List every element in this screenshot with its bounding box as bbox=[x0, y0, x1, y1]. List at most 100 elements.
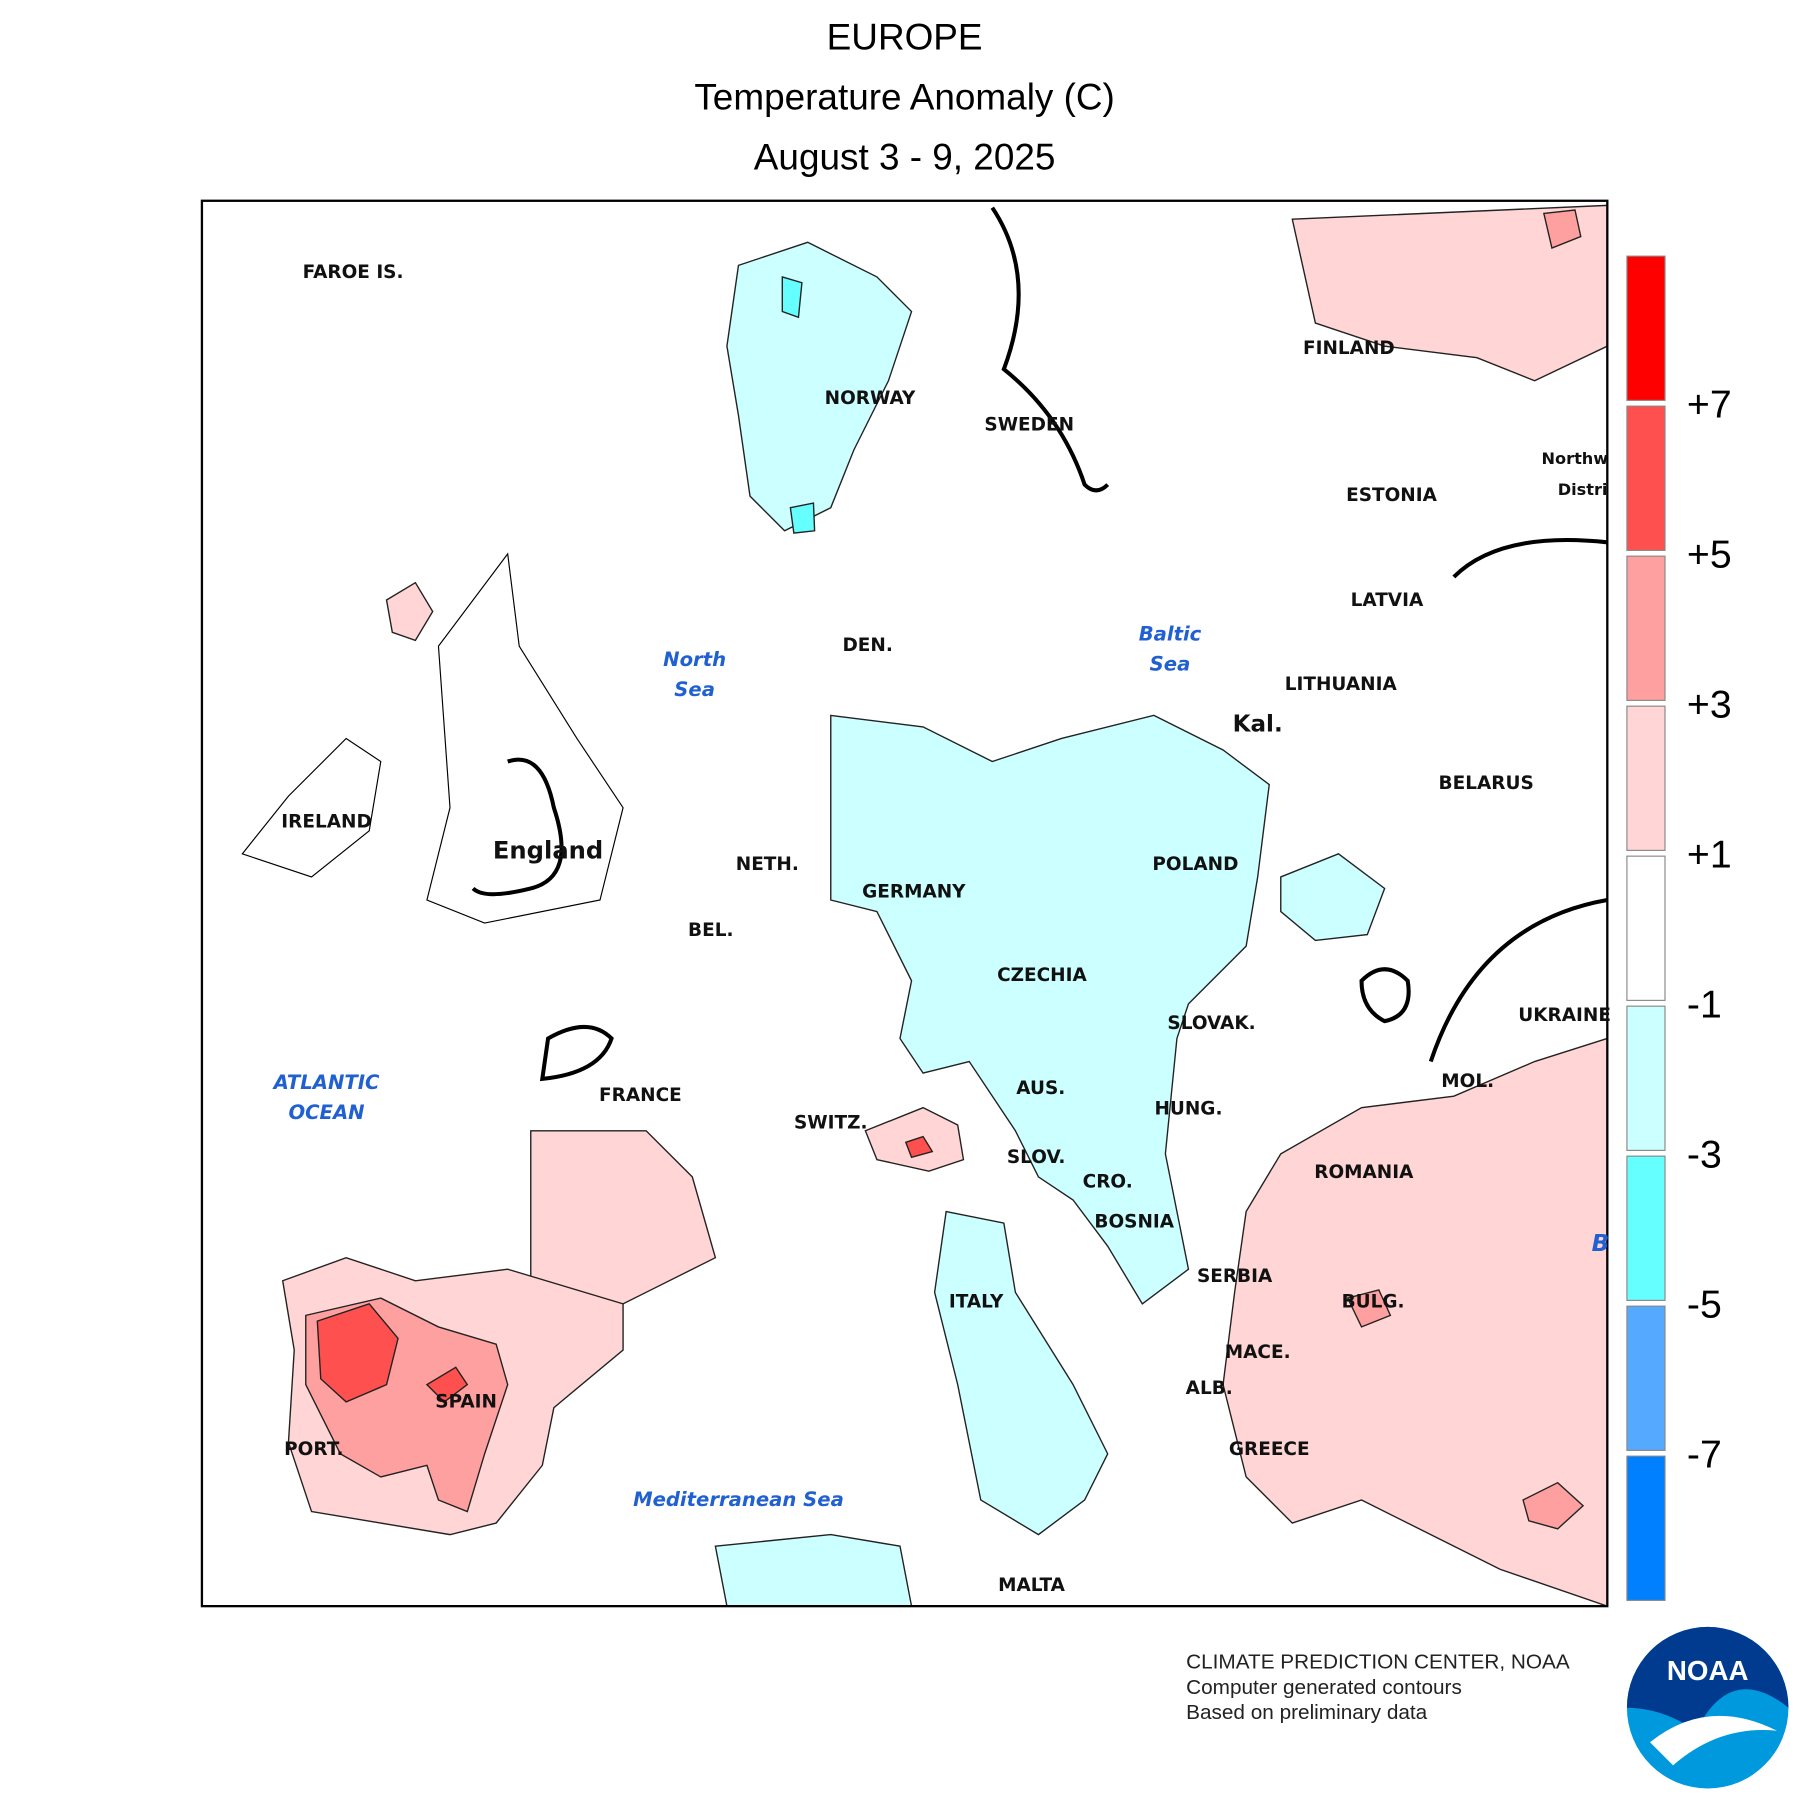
zero-contour bbox=[539, 1025, 614, 1082]
map-label: NORWAY bbox=[825, 388, 916, 409]
anomaly-area bbox=[789, 502, 816, 534]
legend-label: -7 bbox=[1687, 1433, 1722, 1477]
map-label: HUNG. bbox=[1154, 1099, 1222, 1120]
sea-label: North bbox=[663, 648, 726, 671]
map-label: GERMANY bbox=[862, 882, 966, 903]
sea-label: Sea bbox=[1150, 652, 1191, 675]
legend-swatch bbox=[1626, 1305, 1666, 1451]
legend-swatch bbox=[1626, 255, 1666, 401]
map-label: PORT. bbox=[284, 1439, 343, 1460]
map-label: GREECE bbox=[1229, 1439, 1310, 1460]
date: August 3 - 9, 2025 bbox=[754, 137, 1056, 178]
zero-contour bbox=[1428, 898, 1608, 1063]
legend-label: +5 bbox=[1687, 533, 1732, 577]
anomaly-area bbox=[1280, 853, 1386, 942]
legend-label: +3 bbox=[1687, 683, 1732, 727]
logo-top bbox=[1626, 1626, 1789, 1731]
anomaly-area bbox=[781, 275, 803, 319]
map-label: POLAND bbox=[1152, 854, 1238, 875]
map-label: Kal. bbox=[1233, 712, 1283, 738]
anomaly-area bbox=[1346, 1289, 1392, 1328]
map-label: SWEDEN bbox=[984, 414, 1074, 435]
map-label: IRELAND bbox=[281, 811, 371, 832]
map-label: MALTA bbox=[998, 1575, 1066, 1596]
anomaly-area bbox=[726, 241, 913, 532]
anomaly-area bbox=[933, 1210, 1109, 1536]
logo-text: NOAA bbox=[1667, 1655, 1749, 1686]
legend-label: -3 bbox=[1687, 1133, 1722, 1177]
title: EUROPE bbox=[827, 17, 983, 58]
map-label: AUS. bbox=[1016, 1078, 1065, 1099]
legend-label: -1 bbox=[1687, 983, 1722, 1027]
legend-label: +7 bbox=[1687, 383, 1732, 427]
map-label: SLOV. bbox=[1007, 1147, 1066, 1168]
credit: CLIMATE PREDICTION CENTER, NOAA bbox=[1186, 1650, 1570, 1673]
map-label: BEL. bbox=[688, 920, 733, 941]
zero-contour bbox=[990, 206, 1110, 493]
anomaly-area bbox=[385, 581, 434, 642]
map-label: SERBIA bbox=[1197, 1266, 1273, 1287]
map-label: BULG. bbox=[1342, 1291, 1405, 1312]
map-label: FINLAND bbox=[1303, 338, 1395, 359]
anomaly-area bbox=[904, 1135, 934, 1159]
legend-swatch bbox=[1626, 705, 1666, 851]
legend-swatch bbox=[1626, 1455, 1666, 1601]
map-frame bbox=[200, 199, 1609, 1608]
sea-label: Mediterranean Sea bbox=[633, 1488, 844, 1511]
coastline bbox=[241, 737, 382, 878]
legend-swatch bbox=[1626, 855, 1666, 1001]
map-label: NETH. bbox=[736, 854, 799, 875]
subtitle: Temperature Anomaly (C) bbox=[694, 77, 1114, 118]
legend-swatch bbox=[1626, 555, 1666, 701]
legend-label: -5 bbox=[1687, 1283, 1722, 1327]
map-label: England bbox=[493, 836, 603, 864]
credit: Based on preliminary data bbox=[1186, 1701, 1428, 1724]
legend: +7 +5 +3 +1 -1 -3 -5 -7 bbox=[1626, 255, 1732, 1601]
anomaly-area bbox=[1291, 204, 1608, 382]
map-label: ALB. bbox=[1186, 1378, 1233, 1399]
map-label: LATVIA bbox=[1351, 590, 1424, 611]
sea-label: Sea bbox=[674, 678, 715, 701]
zero-contour bbox=[471, 757, 564, 897]
map-label: BELARUS bbox=[1439, 773, 1534, 794]
map-label: SLOVAK. bbox=[1167, 1013, 1255, 1034]
map-label: CRO. bbox=[1083, 1171, 1133, 1192]
map-label: ITALY bbox=[949, 1291, 1004, 1312]
zero-contour bbox=[1452, 538, 1608, 579]
map-label: DEN. bbox=[842, 635, 892, 656]
map-label: Distri bbox=[1558, 480, 1608, 499]
map: FAROE IS. NORWAY SWEDEN FINLAND ESTONIA … bbox=[200, 199, 1611, 1608]
credit: Computer generated contours bbox=[1186, 1676, 1462, 1699]
anomaly-area bbox=[714, 1533, 913, 1607]
zero-contour bbox=[1359, 967, 1411, 1024]
anomaly-area bbox=[316, 1303, 399, 1403]
map-label: ESTONIA bbox=[1346, 485, 1437, 506]
map-label: FAROE IS. bbox=[303, 262, 404, 283]
legend-swatch bbox=[1626, 1005, 1666, 1151]
map-label: UKRAINE bbox=[1518, 1005, 1611, 1026]
map-label: MOL. bbox=[1441, 1071, 1494, 1092]
map-label: MACE. bbox=[1225, 1342, 1291, 1363]
legend-swatch bbox=[1626, 405, 1666, 551]
anomaly-area bbox=[1542, 209, 1582, 250]
sea-label: Baltic bbox=[1139, 622, 1202, 645]
noaa-logo: NOAA bbox=[1626, 1626, 1789, 1789]
anomaly-area bbox=[830, 714, 1270, 1305]
logo-gull bbox=[1650, 1715, 1777, 1766]
map-label: FRANCE bbox=[599, 1085, 682, 1106]
anomaly-area bbox=[1222, 1037, 1608, 1607]
sea-label: OCEAN bbox=[289, 1101, 365, 1124]
sea-label: ATLANTIC bbox=[272, 1071, 380, 1094]
map-label: BOSNIA bbox=[1094, 1212, 1174, 1233]
map-label: LITHUANIA bbox=[1285, 674, 1398, 695]
legend-swatch bbox=[1626, 1155, 1666, 1301]
sea-label: B bbox=[1592, 1231, 1610, 1257]
map-label: Northw bbox=[1542, 449, 1609, 468]
map-label: SWITZ. bbox=[794, 1112, 868, 1133]
anomaly-area bbox=[425, 1366, 469, 1403]
anomaly-area bbox=[1522, 1481, 1585, 1530]
map-label: SPAIN bbox=[435, 1392, 497, 1413]
legend-label: +1 bbox=[1687, 833, 1732, 877]
coastline bbox=[426, 552, 624, 924]
